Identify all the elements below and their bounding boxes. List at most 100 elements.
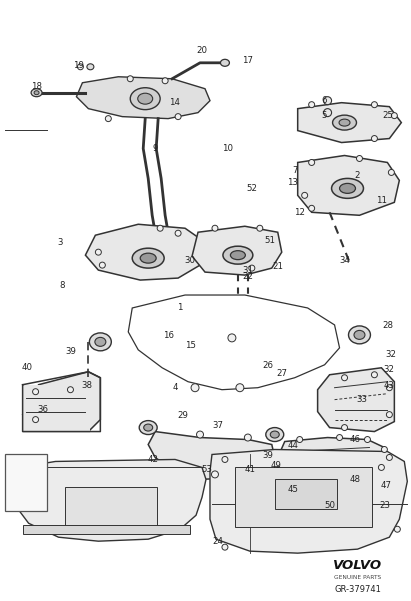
Bar <box>5 454 212 598</box>
Ellipse shape <box>212 225 218 231</box>
Ellipse shape <box>342 375 348 380</box>
Ellipse shape <box>222 544 228 550</box>
Polygon shape <box>148 432 275 480</box>
Ellipse shape <box>28 477 33 482</box>
Ellipse shape <box>381 447 388 453</box>
Polygon shape <box>278 438 389 492</box>
Text: 48: 48 <box>350 475 361 484</box>
Text: 43: 43 <box>384 381 395 390</box>
Text: 34: 34 <box>339 255 350 264</box>
Ellipse shape <box>95 337 106 346</box>
Ellipse shape <box>162 78 168 84</box>
Text: 41: 41 <box>245 465 255 474</box>
Ellipse shape <box>130 88 160 109</box>
Text: 6: 6 <box>322 96 327 105</box>
Text: 55: 55 <box>13 475 24 484</box>
Text: 37: 37 <box>212 421 224 430</box>
Ellipse shape <box>309 159 315 165</box>
Ellipse shape <box>175 230 181 236</box>
Text: 39: 39 <box>65 347 76 356</box>
Ellipse shape <box>228 334 236 342</box>
Ellipse shape <box>27 459 35 466</box>
Text: 36: 36 <box>37 405 48 414</box>
Ellipse shape <box>132 248 164 268</box>
Ellipse shape <box>361 481 367 487</box>
Ellipse shape <box>275 466 281 472</box>
Text: 15: 15 <box>185 341 196 350</box>
Ellipse shape <box>99 262 105 268</box>
Ellipse shape <box>26 493 35 499</box>
Text: 24: 24 <box>212 537 224 546</box>
Polygon shape <box>128 295 339 389</box>
Bar <box>23 525 190 534</box>
Text: 8: 8 <box>60 281 65 290</box>
Ellipse shape <box>257 225 263 231</box>
Text: 53: 53 <box>201 465 212 474</box>
Ellipse shape <box>372 136 377 142</box>
Polygon shape <box>15 459 206 541</box>
Bar <box>23 385 90 433</box>
Ellipse shape <box>249 265 255 271</box>
Bar <box>65 487 157 527</box>
Text: 49: 49 <box>270 461 281 470</box>
Ellipse shape <box>342 424 348 430</box>
Polygon shape <box>83 278 377 462</box>
Text: 17: 17 <box>242 56 253 66</box>
Ellipse shape <box>90 333 111 351</box>
Bar <box>275 480 337 509</box>
Polygon shape <box>192 226 282 275</box>
Ellipse shape <box>337 486 342 492</box>
Ellipse shape <box>372 372 377 378</box>
Polygon shape <box>298 156 399 215</box>
Ellipse shape <box>67 386 74 392</box>
Text: 45: 45 <box>287 485 298 494</box>
Polygon shape <box>85 224 205 280</box>
Ellipse shape <box>391 112 397 118</box>
Ellipse shape <box>323 97 332 105</box>
Text: 3: 3 <box>58 238 63 246</box>
Text: 5: 5 <box>322 111 327 120</box>
Ellipse shape <box>339 183 356 194</box>
Ellipse shape <box>266 427 284 442</box>
Ellipse shape <box>386 454 393 460</box>
Ellipse shape <box>34 91 39 95</box>
Ellipse shape <box>309 102 315 108</box>
Ellipse shape <box>332 178 363 198</box>
Text: 2: 2 <box>355 171 360 180</box>
Text: 23: 23 <box>379 501 390 510</box>
Text: 47: 47 <box>381 481 392 490</box>
Text: 9: 9 <box>152 144 158 153</box>
Text: 22: 22 <box>242 272 253 281</box>
Text: 30: 30 <box>185 255 196 264</box>
Ellipse shape <box>245 434 252 441</box>
Ellipse shape <box>77 64 83 70</box>
Text: GR-379741: GR-379741 <box>334 585 381 594</box>
Ellipse shape <box>140 253 156 263</box>
Ellipse shape <box>32 389 39 395</box>
Text: 14: 14 <box>169 98 180 107</box>
Ellipse shape <box>241 471 248 478</box>
Ellipse shape <box>87 64 94 70</box>
Ellipse shape <box>196 431 203 438</box>
Ellipse shape <box>386 385 393 391</box>
Text: 32: 32 <box>386 350 397 359</box>
Ellipse shape <box>309 206 315 212</box>
Ellipse shape <box>31 89 42 97</box>
Bar <box>235 468 372 527</box>
Ellipse shape <box>220 59 229 66</box>
Polygon shape <box>298 103 401 142</box>
Ellipse shape <box>379 465 384 471</box>
Ellipse shape <box>95 249 102 255</box>
Text: 52: 52 <box>246 184 257 193</box>
Text: VOLVO: VOLVO <box>333 558 382 572</box>
Ellipse shape <box>144 424 152 431</box>
Text: 25: 25 <box>382 111 393 120</box>
Ellipse shape <box>138 93 152 104</box>
Text: 46: 46 <box>350 435 361 444</box>
Ellipse shape <box>212 471 219 478</box>
Ellipse shape <box>231 251 245 260</box>
Ellipse shape <box>139 421 157 435</box>
Text: 19: 19 <box>73 61 84 70</box>
Ellipse shape <box>395 526 400 532</box>
Ellipse shape <box>32 416 39 423</box>
